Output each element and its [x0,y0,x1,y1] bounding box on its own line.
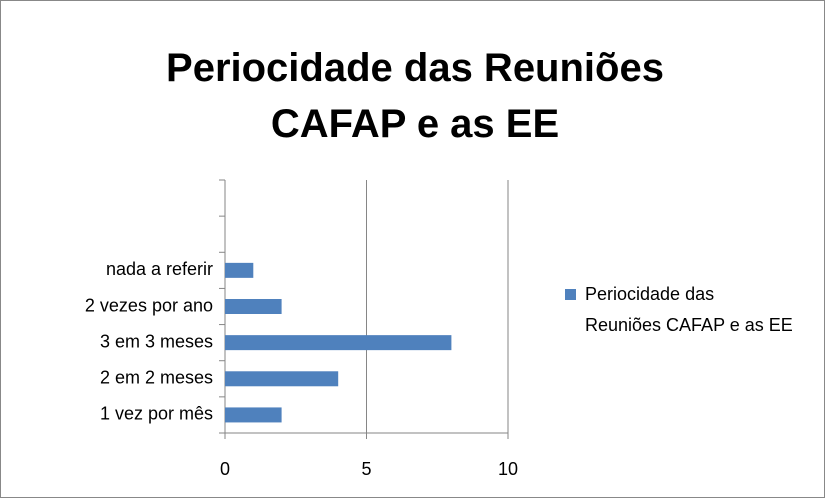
legend: Periocidade das Reuniões CAFAP e as EE [565,284,795,341]
bar [225,262,254,278]
bar [225,407,282,423]
y-tick-label: 1 vez por mês [100,404,213,424]
y-tick-label: 2 em 2 meses [100,368,213,388]
x-tick-label: 5 [361,459,371,479]
bar [225,335,452,351]
x-tick-label: 10 [498,459,518,479]
y-tick-label: 2 vezes por ano [85,295,213,315]
bar [225,371,339,387]
y-tick-label: 3 em 3 meses [100,331,213,351]
bar [225,299,282,314]
y-tick-label: nada a referir [106,259,213,279]
x-tick-label: 0 [220,459,230,479]
legend-swatch [565,289,576,300]
chart-title: Periocidade das Reuniões CAFAP e as EE [166,46,664,146]
legend-label: Periocidade das Reuniões CAFAP e as EE [585,284,793,335]
